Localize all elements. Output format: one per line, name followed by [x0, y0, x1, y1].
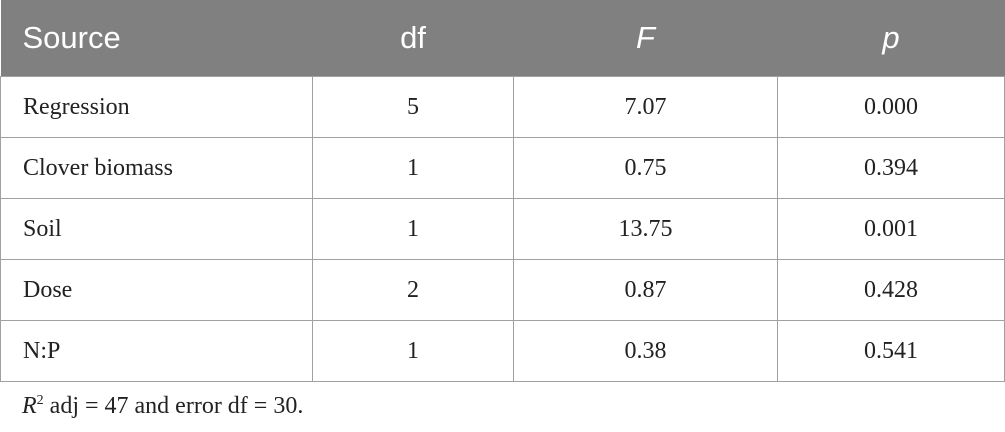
table-cell: Clover biomass: [0, 137, 313, 199]
table-cell: 1: [312, 137, 514, 199]
table-cell: 0.000: [777, 76, 1005, 138]
header-cell: p: [777, 0, 1005, 77]
table-cell: 13.75: [513, 198, 778, 260]
table-cell: 7.07: [513, 76, 778, 138]
table-row: Soil 1 13.75 0.001: [0, 198, 1005, 260]
header-cell: df: [312, 0, 514, 77]
table-row: Dose 2 0.87 0.428: [0, 259, 1005, 321]
table-cell: 1: [312, 198, 514, 260]
table-row: N:P 1 0.38 0.541: [0, 320, 1005, 382]
table-cell: 0.87: [513, 259, 778, 321]
table-row: Regression 5 7.07 0.000: [0, 76, 1005, 138]
table-cell: 0.541: [777, 320, 1005, 382]
table-cell: N:P: [0, 320, 313, 382]
table-cell: 0.001: [777, 198, 1005, 260]
table-cell: 2: [312, 259, 514, 321]
footnote-superscript: 2: [36, 393, 44, 408]
header-cell: F: [513, 0, 778, 77]
footnote-text: adj = 47 and error df = 30.: [43, 393, 304, 419]
table-cell: 0.75: [513, 137, 778, 199]
table-cell: Dose: [0, 259, 313, 321]
table-row: Clover biomass 1 0.75 0.394: [0, 137, 1005, 199]
table-cell: 5: [312, 76, 514, 138]
table-cell: 0.38: [513, 320, 778, 382]
table-cell: Regression: [0, 76, 313, 138]
table-cell: Soil: [0, 198, 313, 260]
header-cell: Source: [0, 0, 313, 77]
table-cell: 0.394: [777, 137, 1005, 199]
table-cell: 0.428: [777, 259, 1005, 321]
table-body: Regression 5 7.07 0.000 Clover biomass 1 0.75 0…: [0, 76, 1005, 382]
table-cell: 1: [312, 320, 514, 382]
footnote-symbol: R: [22, 393, 37, 419]
footnote: R2 adj = 47 and error df = 30.: [22, 393, 303, 420]
